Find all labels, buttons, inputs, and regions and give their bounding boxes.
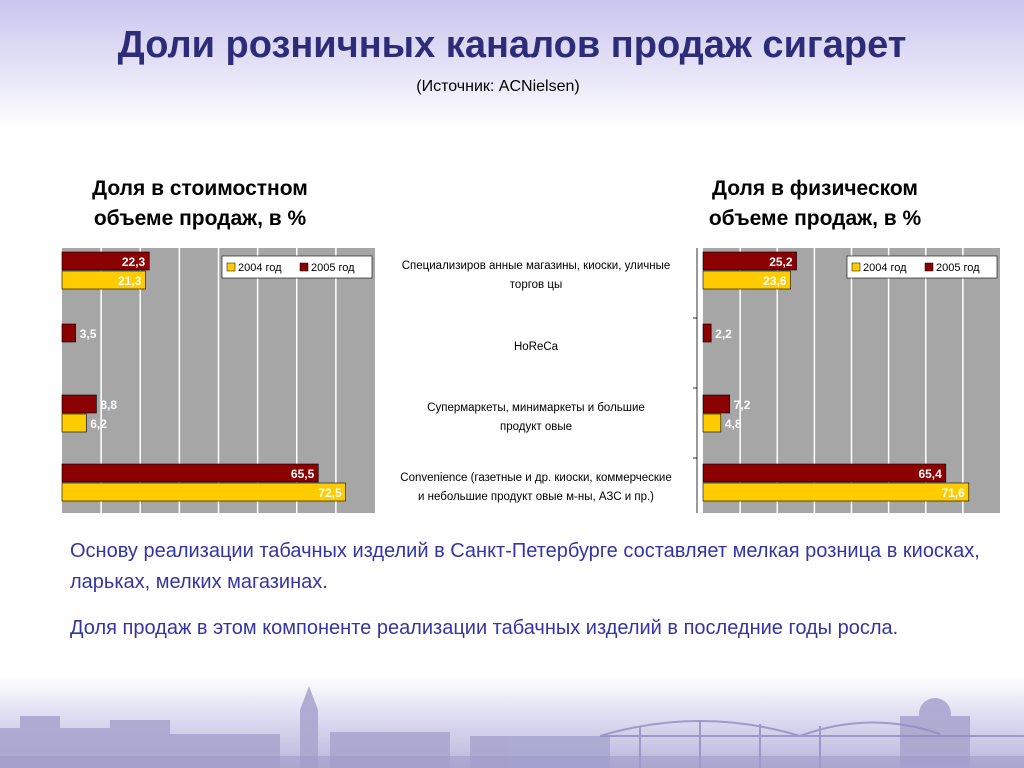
right-data-label: 65,4	[918, 467, 942, 481]
left-data-label: 21,3	[118, 274, 142, 288]
left-bar	[61, 323, 76, 343]
right-data-label: 71,6	[941, 486, 965, 500]
right-bar	[702, 413, 722, 433]
left-legend-label-2005: 2005 год	[311, 262, 355, 274]
left-legend-swatch-2005	[299, 262, 309, 272]
right-bar-chart: 25,2 23,6 2,2 7,2 4,8 65,4 71,6 2004 год 2005 го…	[400, 248, 1000, 513]
left-data-label: 65,5	[291, 467, 315, 481]
left-chart-title-line-1: Доля в стоимостном	[92, 177, 308, 200]
right-legend-label-2005: 2005 год	[936, 262, 980, 274]
left-data-label: 72,5	[318, 486, 342, 500]
category-label: Convenience (газетные и др. киоски, комм…	[400, 472, 671, 484]
category-label: и небольшие продукт овые м-ны, АЗС и пр.…	[418, 491, 654, 503]
right-bar	[702, 323, 712, 343]
right-legend-swatch-2004	[851, 262, 861, 272]
right-data-label: 4,8	[725, 417, 742, 431]
left-legend-swatch-2004	[226, 262, 236, 272]
city-panorama-image	[0, 676, 1024, 768]
right-bar	[702, 463, 947, 483]
left-bar	[61, 394, 97, 414]
category-label: торгов цы	[510, 279, 562, 291]
left-bar-chart: 22,3 21,3 3,5 8,8 6,2 65,572,5 2004 год 2005 го…	[61, 248, 375, 513]
header-background	[0, 0, 1024, 130]
right-legend-swatch-2005	[924, 262, 934, 272]
category-label: продукт овые	[500, 421, 572, 433]
right-legend-label-2004: 2004 год	[863, 262, 907, 274]
right-bar	[702, 394, 731, 414]
category-label: HoReCa	[514, 341, 559, 353]
left-legend	[221, 255, 373, 279]
right-bar	[702, 270, 791, 290]
left-data-label: 8,8	[100, 398, 117, 412]
left-bar	[61, 482, 346, 502]
left-chart-title: Доля в стоимостном объеме продаж, в %	[40, 174, 360, 234]
paragraph-share-growth: Доля продаж в этом компоненте реализации…	[70, 617, 899, 639]
category-label: Специализиров анные магазины, киоски, ул…	[402, 260, 671, 272]
right-data-label: 7,2	[734, 398, 751, 412]
left-data-label: 3,5	[80, 327, 97, 341]
right-bar	[702, 251, 797, 271]
source-note: (Источник: ACNielsen)	[416, 78, 580, 95]
right-data-label: 2,2	[715, 327, 732, 341]
right-data-label: 23,6	[763, 274, 787, 288]
left-bar	[61, 251, 150, 271]
right-chart-title-line-2: объеме продаж, в %	[708, 207, 922, 230]
left-bar	[61, 413, 87, 433]
right-legend	[846, 255, 998, 279]
left-bar	[61, 270, 146, 290]
left-legend-label-2004: 2004 год	[238, 262, 282, 274]
paragraph-retail-basis: Основу реализации табачных изделий в Сан…	[70, 540, 980, 593]
category-label: Супермаркеты, минимаркеты и большие	[427, 402, 645, 414]
right-data-label: 25,2	[769, 255, 793, 269]
left-chart-title-line-2: объеме продаж, в %	[93, 207, 307, 230]
left-data-label: 22,3	[122, 255, 146, 269]
page-title: Доли розничных каналов продаж сигарет	[117, 24, 907, 66]
right-chart-title-line-1: Доля в физическом	[712, 177, 918, 200]
left-data-label: 6,2	[90, 417, 107, 431]
right-chart-title: Доля в физическом объеме продаж, в %	[660, 174, 970, 234]
city-panorama	[0, 676, 1024, 768]
left-bar	[61, 463, 319, 483]
right-bar	[702, 482, 970, 502]
